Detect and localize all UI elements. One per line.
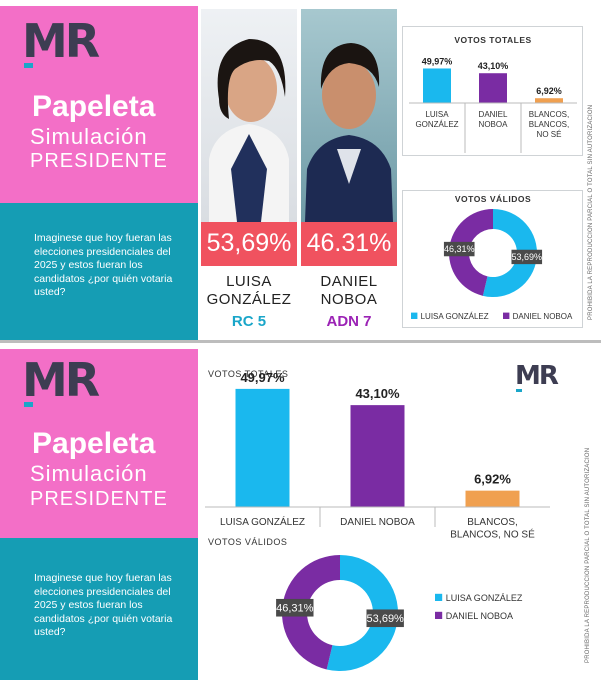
bottom-disclaimer: PROHIBIDA LA REPRODUCCIÓN PARCIAL O TOTA… xyxy=(585,447,591,663)
noboa-pct-box: 46.31% xyxy=(301,222,397,266)
top-pink-block xyxy=(0,6,198,203)
ballot-title: Papeleta xyxy=(32,90,156,123)
donut-value-label-1: 46,31% xyxy=(444,244,475,254)
legend-swatch-1 xyxy=(435,611,443,619)
noboa-name-line2: NOBOA xyxy=(320,291,378,308)
top-bar-chart-box: VOTOS TOTALES 49,97% LUISA GONZÁLEZ 43,10% DA… xyxy=(402,26,583,156)
gonzalez-party: RC 5 xyxy=(231,313,267,330)
survey-question: Imaginese que hoy fueran las elecciones … xyxy=(34,232,173,298)
bar-value-label-2: 6,92% xyxy=(536,86,562,96)
legend-swatch-0 xyxy=(411,312,418,319)
gonzalez-name: LUISA GONZÁLEZ xyxy=(201,273,297,309)
legend-label-0: LUISA GONZÁLEZ xyxy=(421,312,489,321)
donut-slice-1 xyxy=(281,555,340,670)
gonzalez-photo xyxy=(201,9,297,222)
bar-category-label-1: DANIEL NOBOA xyxy=(479,110,509,129)
bar-category-label-0: LUISA GONZÁLEZ xyxy=(220,515,305,528)
noboa-name: DANIEL NOBOA xyxy=(301,273,397,309)
donut-value-label-0: 53,69% xyxy=(512,252,543,262)
logo-text-2: MR xyxy=(22,353,100,407)
legend-label-1: DANIEL NOBOA xyxy=(513,312,573,321)
ballot-office: PRESIDENTE xyxy=(30,150,168,172)
bar-value-label-1: 43,10% xyxy=(355,386,400,401)
ballot-subtitle: Simulación xyxy=(30,124,148,149)
donut-chart-title: VOTOS VÁLIDOS xyxy=(208,537,287,547)
noboa-name-line1: DANIEL xyxy=(320,273,378,290)
donut-label-bg-1 xyxy=(276,598,314,617)
bar-value-label-0: 49,97% xyxy=(422,56,453,66)
legend-swatch-1 xyxy=(503,312,510,319)
survey-question-2: Imaginese que hoy fueran las elecciones … xyxy=(34,572,173,638)
legend-swatch-0 xyxy=(435,593,443,601)
donut-label-bg-0 xyxy=(366,609,404,628)
bar-value-label-0: 49,97% xyxy=(240,370,285,385)
bar-category-label-0: LUISA GONZÁLEZ xyxy=(415,110,458,129)
logo-dot-2 xyxy=(24,402,33,407)
noboa-party: ADN 7 xyxy=(326,313,372,330)
ballot-subtitle-2: Simulación xyxy=(30,461,148,486)
gonzalez-name-line1: LUISA xyxy=(226,273,272,290)
panel-separator xyxy=(0,340,601,343)
top-bar-chart: VOTOS TOTALES 49,97% LUISA GONZÁLEZ 43,10% DA… xyxy=(409,35,577,153)
bar-value-label-2: 6,92% xyxy=(474,472,511,487)
donut-chart-title: VOTOS VÁLIDOS xyxy=(455,194,531,204)
bar-2 xyxy=(535,98,563,103)
bar-0 xyxy=(423,68,451,103)
ballot-office-2: PRESIDENTE xyxy=(30,488,168,510)
donut-label-bg-0 xyxy=(511,249,543,265)
noboa-pct: 46.31% xyxy=(306,229,392,257)
bottom-right-logo: MR xyxy=(515,361,559,392)
ballot-title-2: Papeleta xyxy=(32,427,156,460)
bar-category-label-2: BLANCOS, BLANCOS, NO SÉ xyxy=(450,517,535,541)
gonzalez-pct: 53,69% xyxy=(206,229,292,257)
gonzalez-pct-box: 53,69% xyxy=(201,222,297,266)
logo-text: MR xyxy=(22,14,100,68)
donut-slice-0 xyxy=(326,555,398,671)
bottom-teal-block xyxy=(0,538,198,680)
top-donut-box: VOTOS VÁLIDOS 53,69% 46,31% LUISA GONZÁLEZ D… xyxy=(402,190,583,328)
bottom-donut-chart: VOTOS VÁLIDOS 53,69% 46,31% LUISA GONZÁLEZ D… xyxy=(208,537,523,671)
bar-2 xyxy=(465,490,520,507)
bar-1 xyxy=(350,405,405,507)
top-teal-block xyxy=(0,203,198,340)
logo-dot xyxy=(24,63,33,68)
legend-label-1: DANIEL NOBOA xyxy=(446,611,513,621)
donut-label-bg-1 xyxy=(443,241,475,257)
top-disclaimer: PROHIBIDA LA REPRODUCCIÓN PARCIAL O TOTA… xyxy=(588,104,594,320)
legend-label-0: LUISA GONZÁLEZ xyxy=(446,593,523,603)
top-panel: MR Papeleta Simulación PRESIDENTE Imagin… xyxy=(0,6,594,340)
gonzalez-name-line2: GONZÁLEZ xyxy=(206,291,292,308)
bar-0 xyxy=(235,388,290,507)
bar-chart-title: VOTOS TOTALES xyxy=(454,35,531,45)
bottom-logo: MR xyxy=(22,353,100,407)
top-logo: MR xyxy=(22,14,100,68)
logo-dot-3 xyxy=(516,389,522,392)
bar-chart-title: VOTOS TOTALES xyxy=(208,369,288,379)
donut-value-label-0: 53,69% xyxy=(367,613,405,625)
bar-value-label-1: 43,10% xyxy=(478,61,509,71)
donut-slice-0 xyxy=(482,209,537,297)
bar-category-label-1: DANIEL NOBOA xyxy=(340,517,415,528)
bar-category-label-2: BLANCOS, BLANCOS, NO SÉ xyxy=(529,110,569,139)
top-donut-chart: VOTOS VÁLIDOS 53,69% 46,31% LUISA GONZÁLEZ D… xyxy=(411,194,573,321)
donut-slice-1 xyxy=(449,209,493,296)
donut-value-label-1: 46,31% xyxy=(276,603,314,615)
bar-1 xyxy=(479,73,507,103)
noboa-photo xyxy=(301,9,397,222)
bottom-pink-block xyxy=(0,349,198,538)
logo-text-3: MR xyxy=(515,361,559,391)
bottom-panel: MR Papeleta Simulación PRESIDENTE Imagin… xyxy=(0,343,601,680)
